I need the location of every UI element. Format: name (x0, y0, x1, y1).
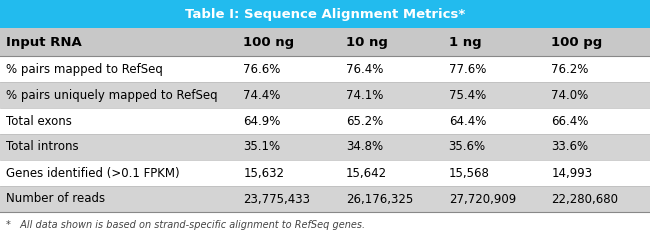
Text: 10 ng: 10 ng (346, 36, 388, 49)
Text: 100 ng: 100 ng (243, 36, 294, 49)
Text: 74.0%: 74.0% (551, 88, 589, 102)
Text: 27,720,909: 27,720,909 (448, 192, 516, 206)
Text: 35.1%: 35.1% (243, 141, 280, 153)
Text: 74.1%: 74.1% (346, 88, 384, 102)
Text: 100 pg: 100 pg (551, 36, 603, 49)
Bar (0, 28, 650, 56)
Text: 64.4%: 64.4% (448, 114, 486, 127)
Text: 23,775,433: 23,775,433 (243, 192, 310, 206)
Bar (0, 56, 650, 82)
Text: 33.6%: 33.6% (551, 141, 588, 153)
Text: 75.4%: 75.4% (448, 88, 486, 102)
Text: 65.2%: 65.2% (346, 114, 384, 127)
Text: 15,568: 15,568 (448, 167, 489, 179)
Text: 26,176,325: 26,176,325 (346, 192, 413, 206)
Text: Input RNA: Input RNA (6, 36, 82, 49)
Bar (0, 108, 650, 134)
Text: 1 ng: 1 ng (448, 36, 481, 49)
Text: 74.4%: 74.4% (243, 88, 281, 102)
Text: Table I: Sequence Alignment Metrics*: Table I: Sequence Alignment Metrics* (185, 7, 465, 21)
Text: 15,642: 15,642 (346, 167, 387, 179)
Text: 76.6%: 76.6% (243, 63, 281, 76)
Bar (0, 134, 650, 160)
Text: 35.6%: 35.6% (448, 141, 486, 153)
Text: Genes identified (>0.1 FPKM): Genes identified (>0.1 FPKM) (6, 167, 179, 179)
Text: 34.8%: 34.8% (346, 141, 383, 153)
Text: 64.9%: 64.9% (243, 114, 281, 127)
Text: 76.2%: 76.2% (551, 63, 589, 76)
Text: 76.4%: 76.4% (346, 63, 384, 76)
Bar (0, 0, 650, 28)
Bar (0, 186, 650, 212)
Text: 14,993: 14,993 (551, 167, 593, 179)
Text: 66.4%: 66.4% (551, 114, 589, 127)
Text: % pairs uniquely mapped to RefSeq: % pairs uniquely mapped to RefSeq (6, 88, 218, 102)
Text: Number of reads: Number of reads (6, 192, 105, 206)
Text: Total exons: Total exons (6, 114, 72, 127)
Text: *   All data shown is based on strand-specific alignment to RefSeq genes.: * All data shown is based on strand-spec… (6, 221, 365, 230)
Bar (0, 160, 650, 186)
Text: Total introns: Total introns (6, 141, 79, 153)
Bar (0, 82, 650, 108)
Text: % pairs mapped to RefSeq: % pairs mapped to RefSeq (6, 63, 163, 76)
Text: 15,632: 15,632 (243, 167, 284, 179)
Text: 22,280,680: 22,280,680 (551, 192, 618, 206)
Text: 77.6%: 77.6% (448, 63, 486, 76)
